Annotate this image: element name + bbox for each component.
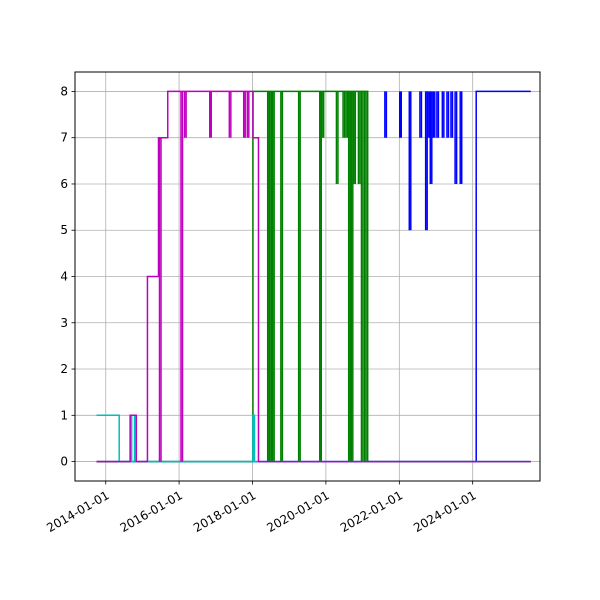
x-tick-label: 2020-01-01: [264, 488, 331, 535]
series-3: [96, 90, 531, 463]
y-tick-label: 4: [60, 270, 68, 284]
x-tick-label: 2018-01-01: [191, 488, 258, 535]
y-tick-label: 1: [60, 408, 68, 422]
y-tick-label: 7: [60, 131, 68, 145]
x-tick-label: 2022-01-01: [338, 488, 405, 535]
axes-ticks: 2014-01-01 2016-01-01 2018-01-01 2020-01-01…: [44, 84, 478, 535]
series-group: [96, 90, 531, 463]
series-0: [96, 90, 531, 463]
x-tick-label: 2024-01-01: [411, 488, 478, 535]
y-tick-label: 5: [60, 223, 68, 237]
y-tick-label: 6: [60, 177, 68, 191]
y-tick-label: 2: [60, 362, 68, 376]
x-tick-label: 2016-01-01: [118, 488, 185, 535]
series-line: [96, 90, 531, 463]
y-tick-label: 0: [60, 455, 68, 469]
x-tick-label: 2014-01-01: [44, 488, 111, 535]
series-line: [96, 414, 531, 463]
y-tick-label: 8: [60, 84, 68, 98]
grid: [75, 72, 540, 481]
y-tick-label: 3: [60, 316, 68, 330]
